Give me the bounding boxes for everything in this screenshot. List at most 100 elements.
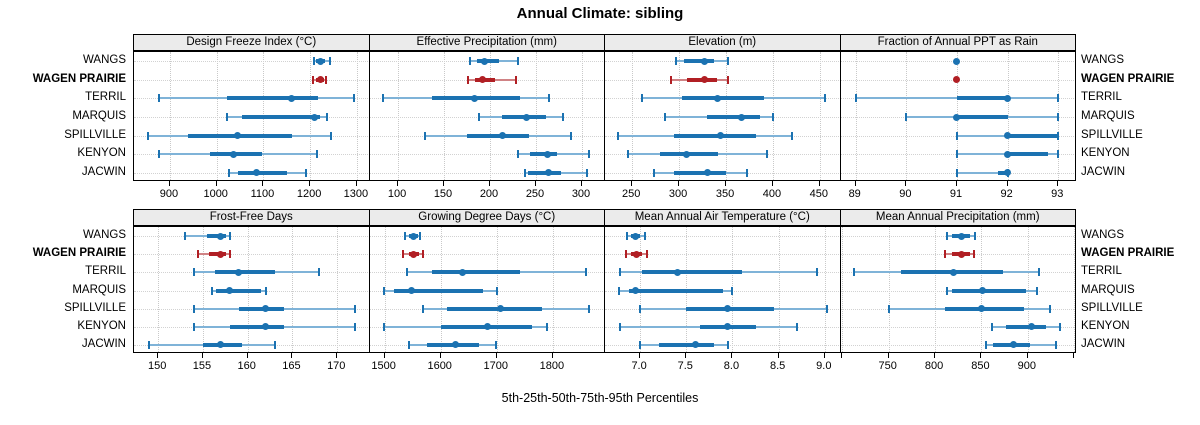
x-tick-label: 155	[192, 360, 212, 372]
x-tick-mark	[495, 353, 497, 358]
whisker-cap	[771, 113, 774, 121]
median-dot	[483, 323, 491, 331]
median-dot	[217, 250, 225, 258]
gridline-horizontal	[134, 61, 368, 63]
x-tick-mark	[383, 353, 385, 358]
station-label-left-spillville: SPILLVILLE	[64, 128, 126, 141]
x-tick-mark	[854, 181, 856, 186]
gridline-vertical	[632, 52, 634, 180]
x-tick-mark	[157, 353, 159, 358]
median-dot	[716, 132, 724, 140]
whisker-cap	[324, 75, 327, 84]
station-label-right-marquis: MARQUIS	[1081, 283, 1135, 296]
x-tick-mark	[336, 353, 338, 358]
panel-title-effective-precipitation-mm: Effective Precipitation (mm)	[368, 34, 605, 51]
x-tick-label: 8.5	[769, 360, 786, 372]
x-tick-label: 89	[848, 188, 861, 200]
iqr-bar	[529, 152, 558, 157]
whisker-cap	[1036, 286, 1039, 295]
iqr-bar	[393, 288, 484, 293]
iqr-bar	[1005, 324, 1047, 329]
median-dot	[978, 287, 986, 294]
panel-title-mean-annual-air-temperature-c: Mean Annual Air Temperature (°C)	[604, 209, 841, 226]
station-label-right-kenyon: KENYON	[1081, 147, 1130, 160]
whisker-cap	[853, 268, 856, 277]
whisker-cap	[726, 57, 729, 66]
x-tick-mark	[262, 181, 264, 186]
panel-plot-mean-annual-precipitation-mm	[839, 226, 1076, 353]
panel-title-design-freeze-index-c: Design Freeze Index (°C)	[133, 34, 370, 51]
x-minor-tick-mark	[841, 353, 843, 358]
whisker-cap	[495, 340, 498, 349]
gridline-vertical	[169, 52, 171, 180]
whisker-cap	[825, 304, 828, 313]
whisker-cap	[404, 232, 407, 241]
median-dot	[1010, 341, 1018, 349]
station-label-right-spillville: SPILLVILLE	[1081, 301, 1143, 314]
iqr-bar	[1007, 133, 1059, 138]
whisker-cap	[273, 340, 276, 349]
x-tick-mark	[535, 181, 536, 186]
x-axis-caption: 5th-25th-50th-75th-95th Percentiles	[501, 391, 699, 405]
x-tick-mark	[934, 353, 936, 358]
gridline-vertical	[824, 227, 826, 352]
x-tick-label: 93	[1051, 188, 1064, 200]
station-label-right-kenyon: KENYON	[1081, 319, 1130, 332]
whisker-cap	[887, 304, 890, 313]
whisker-cap	[354, 304, 357, 313]
median-dot	[499, 132, 507, 140]
median-dot	[410, 250, 418, 258]
iqr-bar	[432, 270, 521, 275]
panel-title-growing-degree-days-c: Growing Degree Days (°C)	[368, 209, 605, 226]
iqr-bar	[216, 288, 262, 293]
median-dot	[953, 57, 961, 65]
whisker-cap	[405, 268, 408, 277]
panel-plot-mean-annual-air-temperature-c	[604, 226, 841, 353]
median-dot	[1004, 150, 1012, 158]
whisker-cap	[585, 168, 588, 177]
whisker-cap	[496, 286, 499, 295]
whisker-cap	[402, 250, 405, 259]
iqr-bar	[681, 96, 765, 101]
station-label-right-wagen-prairie: WAGEN PRAIRIE	[1081, 72, 1175, 85]
x-tick-label: 300	[571, 188, 591, 200]
median-dot	[724, 305, 732, 313]
whisker-cap	[264, 286, 267, 295]
x-tick-label: 170	[327, 360, 346, 372]
whisker-cap	[192, 322, 195, 331]
x-tick-label: 1800	[539, 360, 565, 372]
median-dot	[953, 113, 961, 121]
panel-title-fraction-of-annual-ppt-as-rain: Fraction of Annual PPT as Rain	[839, 34, 1076, 51]
gridline-vertical	[552, 227, 554, 352]
median-dot	[977, 305, 985, 313]
median-dot	[470, 94, 478, 102]
iqr-bar	[477, 59, 500, 64]
whisker-cap	[639, 340, 642, 349]
x-tick-mark	[725, 181, 727, 186]
iqr-bar	[683, 59, 714, 64]
median-dot	[452, 341, 460, 349]
median-dot	[262, 305, 270, 313]
whisker-cap	[726, 340, 729, 349]
x-tick-label: 7.0	[631, 360, 647, 372]
median-dot	[953, 76, 961, 84]
iqr-bar	[226, 96, 319, 101]
station-label-left-kenyon: KENYON	[77, 319, 126, 332]
station-label-right-jacwin: JACWIN	[1081, 337, 1126, 350]
panel-plot-fraction-of-annual-ppt-as-rain	[839, 51, 1076, 181]
gridline-vertical	[216, 52, 218, 180]
whisker-cap	[626, 150, 629, 159]
gridline-horizontal	[369, 236, 603, 238]
gridline-vertical	[1074, 227, 1076, 352]
whisker-cap	[955, 131, 958, 140]
x-tick-label: 1200	[296, 188, 322, 200]
iqr-bar	[956, 115, 1008, 119]
iqr-bar	[446, 306, 543, 311]
whisker-cap	[766, 150, 769, 159]
median-dot	[1004, 132, 1012, 140]
whisker-cap	[955, 168, 958, 177]
whisker-cap	[147, 131, 150, 140]
whisker-cap	[625, 250, 628, 259]
whisker-cap	[318, 268, 321, 277]
